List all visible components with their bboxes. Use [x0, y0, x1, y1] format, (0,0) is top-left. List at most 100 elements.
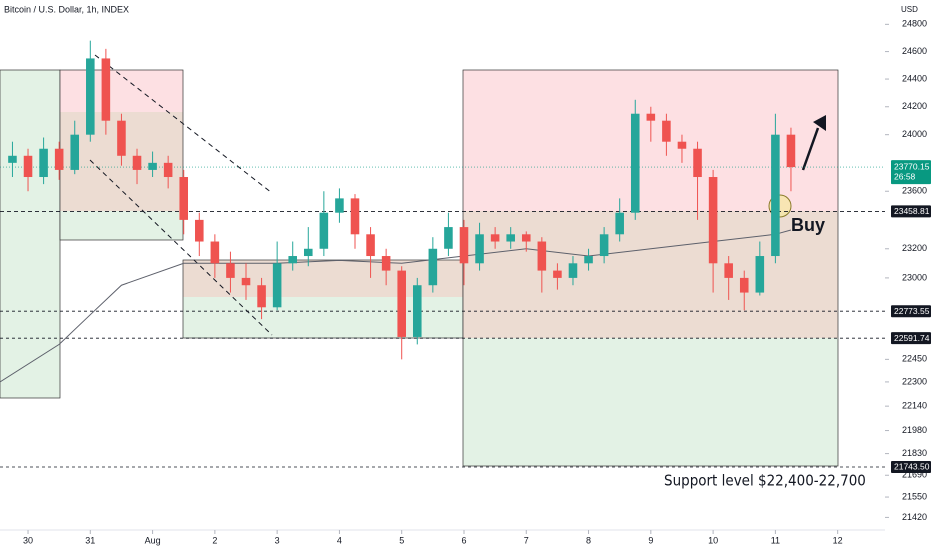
y-tick-label: 21420 — [902, 512, 927, 522]
time-axis — [0, 530, 885, 550]
y-tick-label: 21690 — [902, 470, 927, 480]
arrow-head — [813, 115, 826, 131]
price-badge — [891, 305, 931, 318]
zone-box — [60, 211, 183, 240]
candle-body — [101, 58, 111, 121]
zone-box — [0, 69, 61, 399]
buy-label: Buy — [791, 215, 825, 235]
candle-body — [23, 155, 33, 178]
candle-body — [444, 227, 453, 249]
x-tick-label: Aug — [145, 535, 161, 545]
candle-body — [630, 113, 640, 213]
last-price-badge — [891, 160, 931, 185]
candle-body — [179, 177, 189, 220]
plot — [0, 40, 885, 468]
x-tick-label: 12 — [833, 535, 843, 545]
axes: 24800 24600 24400 24200 24000 23600 23200 23000… — [23, 19, 931, 545]
y-tick-label: 21830 — [902, 448, 927, 458]
candle-body — [319, 212, 329, 249]
y-tick-label: 22450 — [902, 354, 927, 364]
candle-body — [397, 270, 406, 337]
candle-body — [475, 234, 484, 264]
candle-body — [257, 285, 266, 308]
candle-body — [70, 134, 80, 170]
y-tick-label: 23600 — [902, 186, 927, 196]
price-badge — [891, 205, 931, 218]
candle-body — [241, 277, 251, 286]
candle-body — [132, 155, 142, 170]
y-tick-label: 22140 — [902, 401, 927, 411]
candle-body — [54, 148, 64, 170]
arrow-shaft — [801, 127, 820, 171]
x-tick-label: 30 — [23, 535, 33, 545]
y-tick-label: 24400 — [902, 73, 927, 83]
y-tick-label: 24600 — [902, 46, 927, 56]
candle-body — [521, 234, 531, 242]
candle-body — [677, 141, 687, 149]
candle-body — [335, 198, 344, 213]
y-tick-label: 23200 — [902, 243, 927, 253]
candle-body — [786, 134, 796, 168]
candle-body — [148, 162, 157, 170]
x-tick-label: 6 — [461, 535, 466, 545]
x-tick-label: 3 — [275, 535, 280, 545]
candle-body — [350, 198, 360, 235]
price-badge — [891, 460, 931, 473]
candle-body — [366, 234, 375, 257]
x-tick-label: 2 — [212, 535, 217, 545]
candle-body — [599, 234, 609, 257]
chart-title: Bitcoin / U.S. Dollar, 1h, INDEX — [4, 4, 129, 14]
candle-body — [708, 177, 718, 264]
candle-body — [210, 241, 220, 264]
candle-body — [381, 256, 391, 271]
candle-body — [428, 248, 438, 286]
candle-body — [771, 134, 780, 257]
candle-body — [615, 212, 624, 235]
y-tick-label: 24000 — [902, 129, 927, 139]
x-tick-label: 8 — [586, 535, 591, 545]
candle-body — [537, 241, 547, 271]
candle-body — [646, 113, 656, 121]
x-tick-label: 4 — [337, 535, 342, 545]
y-tick-label: 21550 — [902, 491, 927, 501]
zone-box — [463, 211, 838, 338]
countdown-label: 26:58 — [894, 171, 916, 181]
candle-body — [288, 256, 297, 264]
x-tick-label: 9 — [648, 535, 653, 545]
candle-body — [8, 155, 17, 163]
candle-body — [459, 227, 469, 264]
candle-body — [272, 263, 282, 308]
channel-line — [89, 159, 273, 336]
x-tick-label: 11 — [771, 535, 780, 545]
price-badge-label: 22591.74 — [894, 333, 930, 343]
candle-body — [584, 256, 593, 264]
price-badge-label: 22773.55 — [894, 306, 930, 316]
candle-body — [117, 120, 126, 156]
candle-body — [724, 263, 733, 278]
x-tick-label: 31 — [85, 535, 95, 545]
candle-body — [568, 263, 578, 278]
zone-frame — [462, 69, 839, 467]
candle-body — [86, 58, 95, 135]
last-price-label: 23770.15 — [894, 161, 930, 171]
candle-body — [39, 148, 48, 178]
candle-body — [304, 248, 313, 257]
y-tick-label: 22300 — [902, 376, 927, 386]
y-tick-label: 24800 — [902, 19, 927, 29]
price-badge-label: 21743.50 — [894, 462, 930, 472]
y-tick-label: 21980 — [902, 425, 927, 435]
candle-body — [693, 148, 702, 178]
channel-line — [94, 54, 273, 194]
candle-body — [755, 256, 765, 293]
candle-body — [739, 277, 749, 293]
candle-body — [490, 234, 500, 242]
price-axis — [885, 0, 932, 550]
price-badge — [891, 332, 931, 345]
zone-box — [463, 338, 838, 466]
x-tick-label: 10 — [708, 535, 718, 545]
candle-body — [195, 219, 204, 242]
y-tick-label: 24200 — [902, 101, 927, 111]
candle-body — [662, 120, 671, 142]
currency-label: USD — [901, 5, 918, 14]
